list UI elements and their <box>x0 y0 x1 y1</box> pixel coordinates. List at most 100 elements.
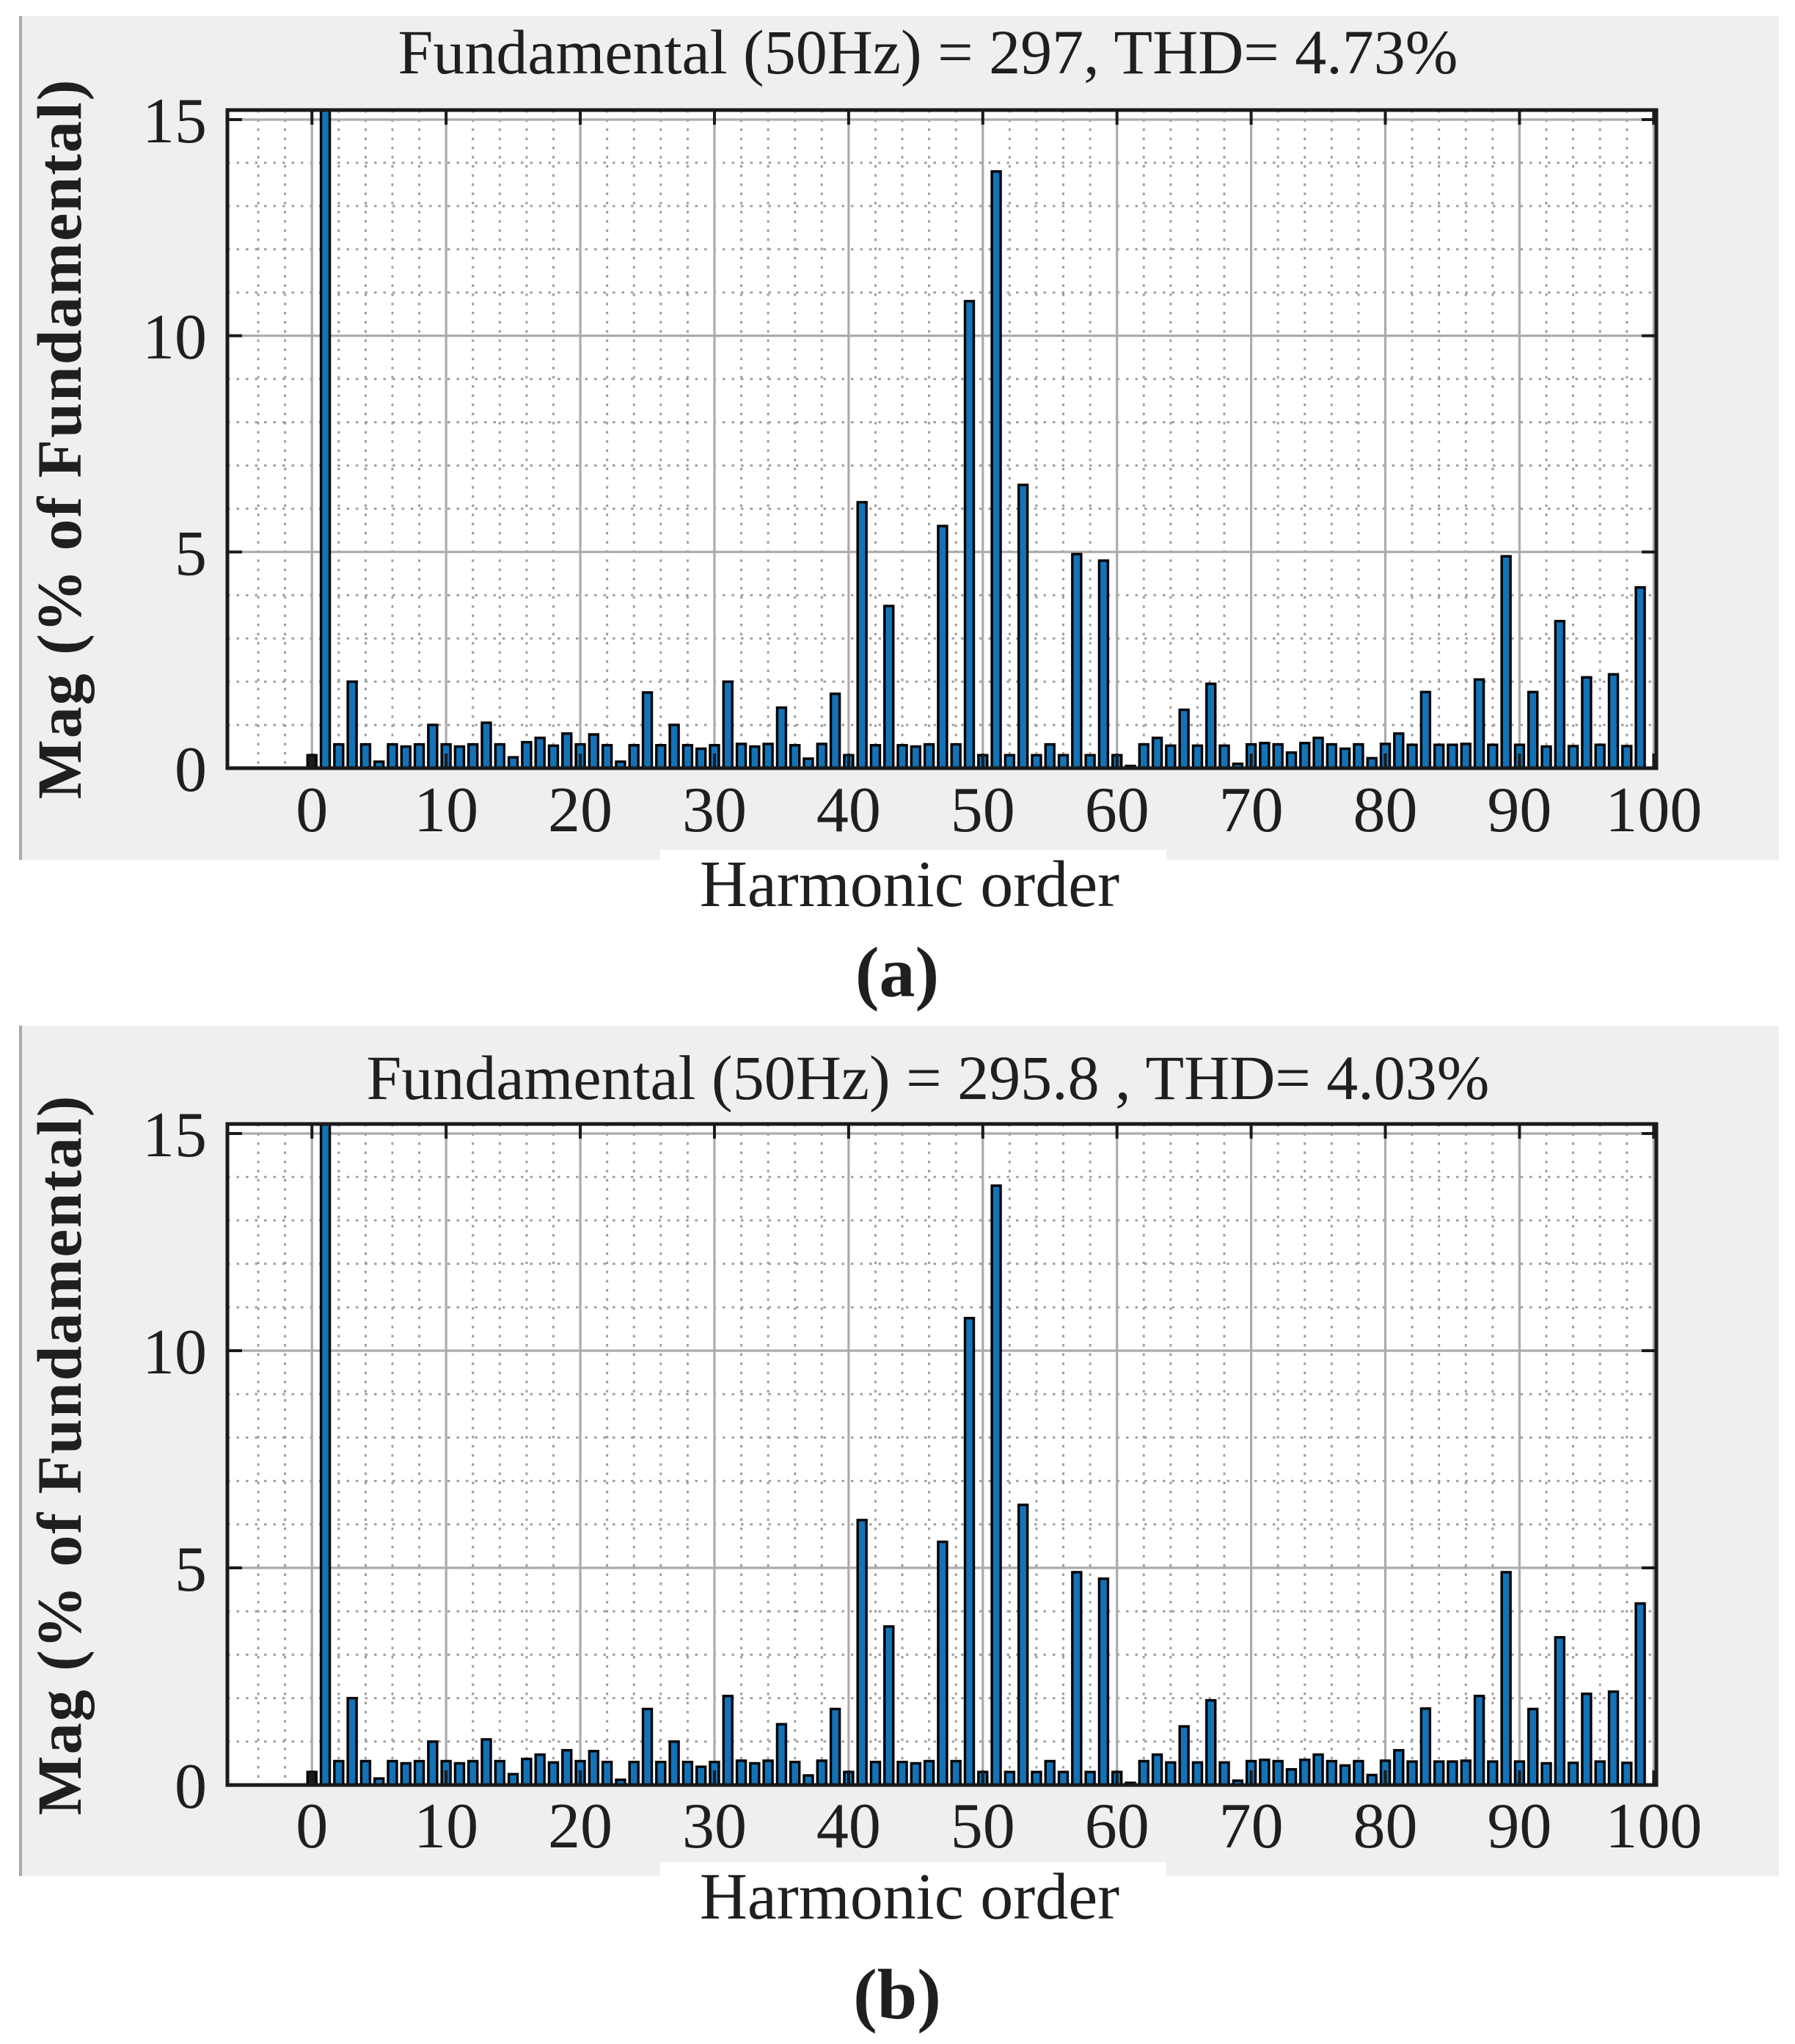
bar-h21 <box>588 1750 600 1785</box>
bar-h42 <box>869 744 882 768</box>
bar-h22 <box>601 744 613 768</box>
bar-h46 <box>923 742 935 768</box>
bar-h93 <box>1554 1636 1566 1785</box>
bar-h1 <box>319 1124 332 1785</box>
y-tick-label-0: 0 <box>175 1751 207 1822</box>
bar-h64 <box>1165 744 1177 768</box>
bar-h13 <box>480 721 492 768</box>
bar-h79 <box>1366 756 1378 768</box>
minor-grid <box>227 1124 1656 1785</box>
bar-h19 <box>561 1748 573 1785</box>
bar-h35 <box>775 706 788 768</box>
bar-h45 <box>910 1762 922 1785</box>
bar-h38 <box>816 742 827 768</box>
bar-h95 <box>1581 1692 1593 1785</box>
bar-h78 <box>1353 742 1364 768</box>
bar-h12 <box>467 742 479 768</box>
bar-h58 <box>1084 753 1096 768</box>
bar-h31 <box>722 1694 734 1785</box>
bar-h42 <box>869 1760 882 1785</box>
y-tick-label-5: 5 <box>175 1534 207 1605</box>
x-axis-label-background <box>660 1862 1166 1935</box>
bar-h33 <box>749 745 761 768</box>
bar-h47 <box>937 525 948 768</box>
bar-h25 <box>641 1707 654 1785</box>
chart-b-graphics: 0 10 20 30 40 50 60 70 80 90 100 0 5 10 15 <box>19 1026 1779 1876</box>
bar-h24 <box>628 744 640 768</box>
bar-h43 <box>883 605 895 768</box>
bar-h91 <box>1527 690 1539 768</box>
bar-h17 <box>534 737 546 768</box>
bar-h54 <box>1031 753 1042 768</box>
bar-h59 <box>1097 559 1110 768</box>
bar-h83 <box>1419 1707 1432 1785</box>
bar-h73 <box>1285 1767 1298 1785</box>
major-grid <box>227 1124 1656 1785</box>
chart-a-caption: (a) <box>855 933 939 1012</box>
bar-h67 <box>1205 682 1217 768</box>
bar-h95 <box>1581 676 1593 768</box>
bar-h98 <box>1621 745 1633 768</box>
bar-h37 <box>803 757 814 768</box>
bar-h21 <box>588 733 600 768</box>
bar-h55 <box>1044 742 1056 768</box>
bar-h81 <box>1393 732 1405 768</box>
bar-h86 <box>1460 1759 1472 1785</box>
bar-h93 <box>1554 619 1566 768</box>
bar-h71 <box>1259 1758 1271 1785</box>
x-tick-label-80: 80 <box>1353 1791 1418 1862</box>
chart-b-y-axis-label: Mag (% of Fundamental) <box>24 1095 95 1816</box>
bar-h39 <box>829 692 841 768</box>
bar-h52 <box>1003 753 1016 768</box>
bar-h16 <box>521 1757 533 1785</box>
bar-h46 <box>923 1759 935 1785</box>
bar-h7 <box>400 745 412 768</box>
bar-h87 <box>1473 1694 1485 1785</box>
x-tick-label-90: 90 <box>1487 1791 1551 1862</box>
x-tick-label-70: 70 <box>1219 775 1284 846</box>
bar-h15 <box>507 756 519 768</box>
bar-h35 <box>775 1723 788 1785</box>
bar-h64 <box>1165 1761 1177 1785</box>
bar-h76 <box>1326 742 1338 768</box>
bar-h8 <box>413 742 425 768</box>
bar-h62 <box>1138 1759 1149 1785</box>
bar-h98 <box>1621 1762 1633 1785</box>
x-tick-label-90: 90 <box>1487 775 1551 846</box>
bar-h38 <box>816 1759 827 1785</box>
y-tick-label-10: 10 <box>142 1317 207 1388</box>
bar-h85 <box>1447 1760 1458 1785</box>
bar-h18 <box>547 744 560 768</box>
bar-h88 <box>1487 1760 1499 1785</box>
axes-box <box>225 108 1659 770</box>
bar-h36 <box>789 1760 801 1785</box>
x-tick-label-30: 30 <box>682 775 747 846</box>
x-tick-label-40: 40 <box>816 1791 881 1862</box>
bar-h29 <box>695 747 707 768</box>
bar-h3 <box>346 1696 358 1785</box>
bar-h94 <box>1567 745 1579 768</box>
bar-h73 <box>1285 751 1298 768</box>
bar-h16 <box>521 740 533 768</box>
bar-h66 <box>1191 744 1204 768</box>
bar-h89 <box>1500 1571 1512 1785</box>
bar-h18 <box>547 1761 560 1785</box>
bar-h25 <box>641 691 654 768</box>
x-tick-label-80: 80 <box>1353 775 1418 846</box>
bar-h72 <box>1272 1759 1284 1785</box>
bar-h71 <box>1259 742 1271 768</box>
bar-h75 <box>1312 737 1324 768</box>
bar-h1 <box>319 110 332 768</box>
bar-h36 <box>789 744 801 768</box>
bar-h75 <box>1312 1753 1324 1785</box>
bar-h51 <box>990 169 1002 768</box>
chart-a-x-axis-label: Harmonic order <box>700 848 1119 921</box>
bar-h57 <box>1071 552 1083 768</box>
bar-h67 <box>1205 1698 1217 1785</box>
bar-h28 <box>681 1760 694 1785</box>
bar-h4 <box>359 1759 372 1785</box>
bar-h49 <box>963 1316 976 1785</box>
y-tick-label-15: 15 <box>142 86 207 157</box>
chart-b-x-axis-label: Harmonic order <box>700 1861 1119 1933</box>
